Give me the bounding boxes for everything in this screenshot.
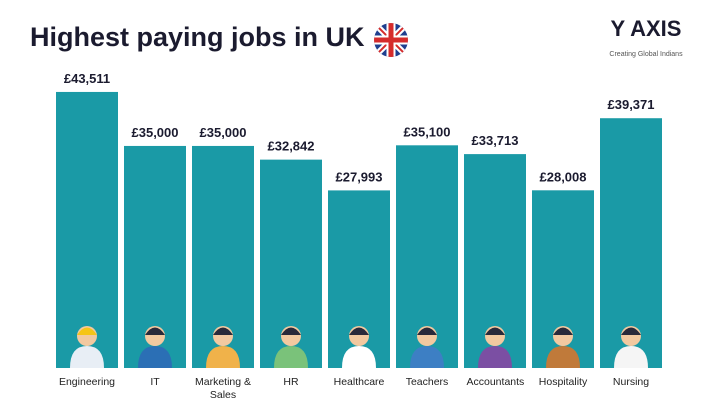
category-label-box: HR xyxy=(257,376,325,389)
job-icon xyxy=(546,326,580,368)
job-icon xyxy=(410,326,444,368)
category-label-box: Nursing xyxy=(597,376,665,389)
brand-tagline: Creating Global Indians xyxy=(609,51,683,58)
x-tick-label: HR xyxy=(283,376,299,388)
job-icon xyxy=(274,326,308,368)
icon-hair xyxy=(621,327,641,335)
x-tick-label: IT xyxy=(150,376,160,388)
category-label-box: Engineering xyxy=(53,376,121,389)
icon-body xyxy=(478,346,512,368)
icon-hair xyxy=(349,327,369,335)
x-tick-label: Nursing xyxy=(612,376,650,388)
brand-name: Y AXIS xyxy=(611,16,682,41)
x-tick-label: Marketing & Sales xyxy=(194,376,252,401)
icon-body xyxy=(342,346,376,368)
icon-body xyxy=(70,346,104,368)
icon-hair xyxy=(485,327,505,335)
icon-hair xyxy=(77,327,97,335)
icon-hair xyxy=(145,327,165,335)
x-tick-label: Healthcare xyxy=(333,376,385,388)
job-icon xyxy=(342,326,376,368)
value-label: £33,713 xyxy=(472,133,519,148)
icon-hair xyxy=(553,327,573,335)
x-tick-label: Engineering xyxy=(58,376,116,388)
chart-title: Highest paying jobs in UK xyxy=(30,22,365,52)
icon-body xyxy=(410,346,444,368)
icon-body xyxy=(206,346,240,368)
icon-body xyxy=(546,346,580,368)
x-tick-label: Teachers xyxy=(405,376,449,388)
category-label-box: Accountants xyxy=(461,376,529,389)
value-label: £28,008 xyxy=(540,169,587,184)
value-label: £39,371 xyxy=(608,97,655,112)
category-label-box: IT xyxy=(121,376,189,389)
value-label: £32,842 xyxy=(268,139,315,154)
job-icon xyxy=(614,326,648,368)
icon-hair xyxy=(281,327,301,335)
uk-flag xyxy=(374,23,408,57)
category-label-box: Healthcare xyxy=(325,376,393,389)
job-icon xyxy=(138,326,172,368)
value-label: £35,100 xyxy=(404,124,451,139)
value-label: £35,000 xyxy=(132,125,179,140)
category-label-box: Hospitality xyxy=(529,376,597,389)
icon-body xyxy=(614,346,648,368)
value-label: £43,511 xyxy=(64,71,110,86)
value-label: £35,000 xyxy=(200,125,247,140)
category-label-box: Marketing & Sales xyxy=(189,376,257,402)
icon-hair xyxy=(417,327,437,335)
icon-hair xyxy=(213,327,233,335)
x-tick-label: Hospitality xyxy=(538,376,588,388)
icon-body xyxy=(138,346,172,368)
value-label: £27,993 xyxy=(336,169,383,184)
bar xyxy=(56,91,118,369)
job-icon xyxy=(478,326,512,368)
x-tick-label: Accountants xyxy=(466,376,525,388)
job-icon xyxy=(206,326,240,368)
icon-body xyxy=(274,346,308,368)
job-icon xyxy=(70,326,104,368)
category-label-box: Teachers xyxy=(393,376,461,389)
